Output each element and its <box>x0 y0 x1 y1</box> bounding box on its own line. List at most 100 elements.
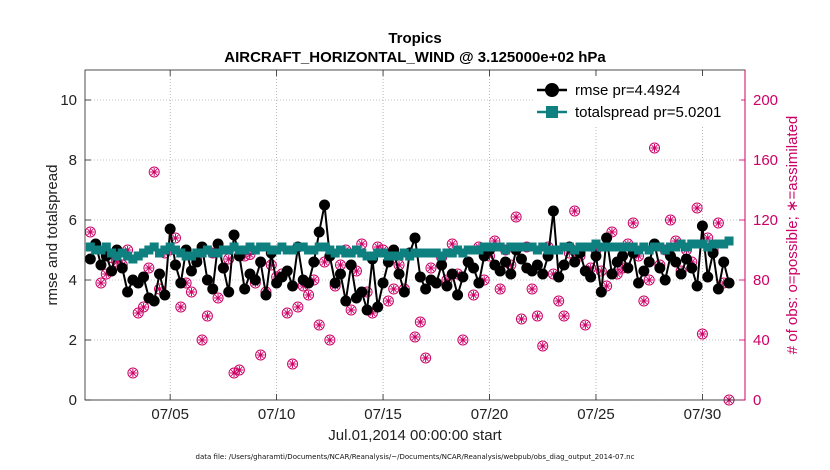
totalspread-point <box>639 242 649 252</box>
obs-assimilated-point <box>102 270 111 278</box>
rmse-point <box>569 256 581 268</box>
rmse-point <box>622 262 634 274</box>
obs-assimilated-point <box>139 303 148 311</box>
totalspread-point <box>469 245 479 255</box>
obs-assimilated-point <box>176 303 185 311</box>
obs-assimilated-point <box>155 285 164 293</box>
obs-assimilated-point <box>416 318 425 326</box>
rmse-point <box>356 286 368 298</box>
legend-rmse-marker <box>545 83 559 97</box>
totalspread-point <box>650 242 660 252</box>
totalspread-point <box>165 242 175 252</box>
totalspread-point <box>234 245 244 255</box>
obs-assimilated-point <box>645 276 654 284</box>
rmse-point <box>169 259 181 271</box>
totalspread-point <box>293 242 303 252</box>
y-tick-label: 4 <box>69 272 77 289</box>
obs-possible-point <box>287 358 299 370</box>
obs-possible-point <box>169 232 181 244</box>
totalspread-point <box>298 242 308 252</box>
totalspread-point <box>495 242 505 252</box>
totalspread-point <box>634 245 644 255</box>
totalspread-point <box>170 245 180 255</box>
rmse-point <box>122 286 134 298</box>
totalspread-point <box>192 248 202 258</box>
obs-assimilated-point <box>528 285 537 293</box>
obs-assimilated-point <box>86 228 95 236</box>
obs-possible-point <box>696 328 708 340</box>
totalspread-point <box>506 242 516 252</box>
totalspread-point <box>554 245 564 255</box>
totalspread-point <box>596 242 606 252</box>
obs-assimilated-point <box>352 267 361 275</box>
rmse-point <box>553 271 565 283</box>
obs-assimilated-point <box>214 294 223 302</box>
obs-assimilated-point <box>693 204 702 212</box>
x-tick-label: 07/20 <box>471 406 509 423</box>
rmse-point <box>702 271 714 283</box>
totalspread-point <box>346 248 356 258</box>
obs-assimilated-point <box>368 309 377 317</box>
rmse-point <box>505 268 517 280</box>
rmse-point <box>329 277 341 289</box>
rmse-point <box>718 256 730 268</box>
obs-assimilated-point <box>533 312 542 320</box>
obs-possible-point <box>324 334 336 346</box>
totalspread-point <box>437 251 447 261</box>
totalspread-point <box>91 245 101 255</box>
rmse-point <box>228 229 240 241</box>
obs-possible-point <box>148 166 160 178</box>
totalspread-point <box>240 245 250 255</box>
y-tick-label: 0 <box>69 392 77 409</box>
x-tick-label: 07/10 <box>258 406 296 423</box>
totalspread-point <box>405 251 415 261</box>
totalspread-point <box>660 245 670 255</box>
legend-rmse-label: rmse pr=4.4924 <box>575 82 680 99</box>
series-layer <box>84 142 735 406</box>
totalspread-point <box>543 245 553 255</box>
totalspread-point <box>676 239 686 249</box>
obs-assimilated-point <box>128 369 137 377</box>
rmse-point <box>515 253 527 265</box>
rmse-point <box>499 256 511 268</box>
obs-assimilated-point <box>411 333 419 341</box>
rmse-point <box>606 268 618 280</box>
obs-possible-point <box>425 262 437 274</box>
y-tick-label-right: 160 <box>753 152 778 169</box>
obs-possible-point <box>143 262 155 274</box>
obs-assimilated-point <box>230 369 239 377</box>
totalspread-point <box>96 245 106 255</box>
totalspread-point <box>341 248 351 258</box>
obs-assimilated-point <box>235 366 244 374</box>
y-tick-label: 2 <box>69 332 77 349</box>
obs-possible-point <box>643 274 655 286</box>
obs-assimilated-point <box>560 312 569 320</box>
rmse-point <box>558 259 570 271</box>
obs-assimilated-point <box>288 360 297 368</box>
rmse-point <box>595 286 607 298</box>
obs-assimilated-point <box>150 168 159 176</box>
obs-assimilated-point <box>293 303 302 311</box>
obs-possible-point <box>409 331 421 343</box>
legend-spread-marker <box>546 106 558 118</box>
rmse-point <box>287 280 299 292</box>
totalspread-point <box>548 245 558 255</box>
obs-possible-point <box>196 334 208 346</box>
grid <box>85 70 745 401</box>
totalspread-point <box>421 248 431 258</box>
rmse-point <box>393 268 405 280</box>
obs-assimilated-point <box>591 246 600 254</box>
obs-possible-point <box>388 283 400 295</box>
totalspread-point <box>607 242 617 252</box>
obs-assimilated-point <box>570 207 579 215</box>
totalspread-point <box>112 251 122 261</box>
totalspread-point <box>618 242 628 252</box>
x-tick-label: 07/30 <box>684 406 722 423</box>
obs-possible-point <box>627 217 639 229</box>
rmse-point <box>531 259 543 271</box>
rmse-point <box>95 259 107 271</box>
totalspread-point <box>107 248 117 258</box>
rmse-point <box>675 268 687 280</box>
obs-assimilated-point <box>602 282 611 290</box>
